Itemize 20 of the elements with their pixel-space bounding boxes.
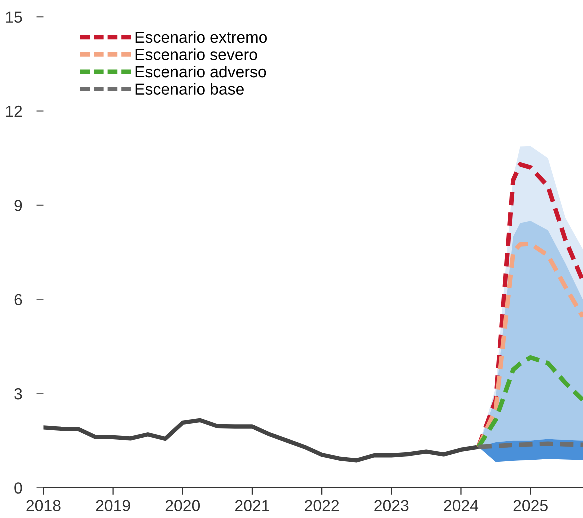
x-tick-label: 2018 bbox=[26, 500, 61, 512]
y-tick-label: 9 bbox=[14, 200, 22, 212]
y-tick-label: 6 bbox=[14, 294, 22, 306]
x-tick-label: 2023 bbox=[374, 500, 409, 512]
x-tick-label: 2019 bbox=[96, 500, 130, 512]
x-tick-label: 2020 bbox=[166, 500, 200, 512]
legend-label: Escenario adverso bbox=[136, 66, 266, 78]
line-series bbox=[44, 418, 481, 463]
line-series bbox=[476, 355, 583, 450]
y-tick-label: 3 bbox=[14, 388, 22, 400]
x-tick-label: 2025 bbox=[514, 500, 548, 512]
y-tick-label: 12 bbox=[6, 106, 22, 118]
legend-label: Escenario extremo bbox=[136, 31, 268, 44]
y-tick-label: 0 bbox=[14, 482, 22, 494]
y-tick-label: 15 bbox=[6, 12, 22, 24]
legend-label: Escenario severo bbox=[136, 48, 258, 60]
x-tick-label: 2022 bbox=[305, 500, 340, 512]
x-tick-label: 2024 bbox=[444, 500, 479, 512]
legend-label: Escenario base bbox=[136, 83, 244, 95]
x-tick-label: 2021 bbox=[236, 500, 270, 512]
